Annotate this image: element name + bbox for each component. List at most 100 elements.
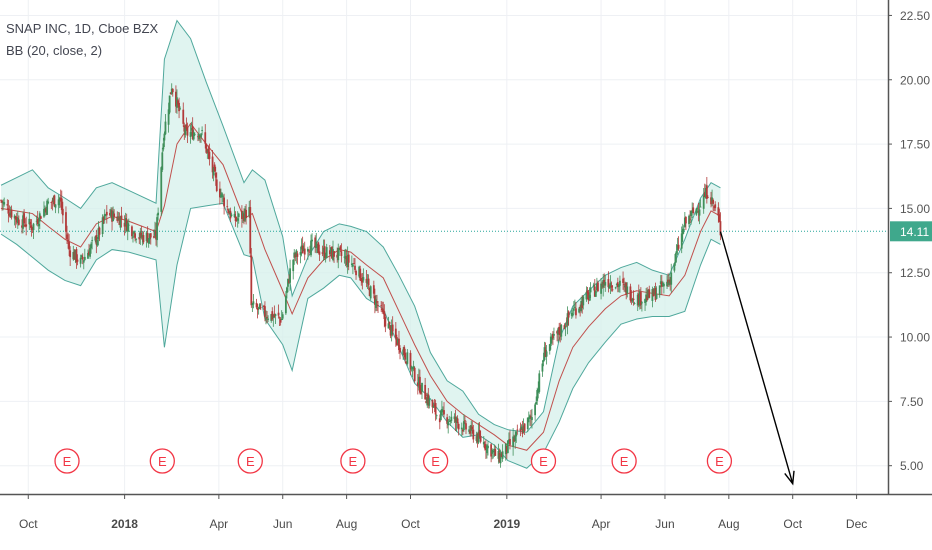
candle-body bbox=[659, 281, 662, 285]
candle-body bbox=[28, 218, 31, 225]
earnings-marker: E bbox=[530, 448, 557, 474]
candle-body bbox=[553, 334, 555, 336]
candle-body bbox=[281, 314, 284, 319]
candle-body bbox=[453, 416, 456, 420]
y-tick-label: 7.50 bbox=[900, 395, 924, 409]
candle-body bbox=[410, 366, 413, 369]
candle-body bbox=[23, 213, 25, 224]
candle-body bbox=[483, 444, 486, 449]
candle-body bbox=[294, 254, 297, 258]
candle-body bbox=[695, 208, 698, 215]
candle-body bbox=[306, 248, 309, 252]
candle-body bbox=[655, 293, 658, 299]
earnings-marker: E bbox=[611, 448, 637, 474]
candle-body bbox=[21, 225, 23, 228]
candle-body bbox=[527, 417, 530, 419]
y-tick-label: 15.00 bbox=[900, 202, 930, 216]
candle-body bbox=[526, 417, 529, 430]
candle-body bbox=[572, 308, 575, 311]
candle-body bbox=[346, 254, 349, 267]
candle-body bbox=[0, 200, 2, 202]
candle-body bbox=[222, 196, 224, 198]
candle-body bbox=[673, 263, 676, 271]
candle-body bbox=[681, 228, 684, 235]
candle-body bbox=[310, 240, 312, 256]
candle-body bbox=[147, 238, 150, 244]
candle-body bbox=[486, 445, 488, 454]
symbol-title[interactable]: SNAP INC, 1D, Cboe BZX bbox=[6, 21, 159, 36]
candle-body bbox=[67, 239, 69, 242]
candle-body bbox=[594, 291, 597, 297]
candle-body bbox=[157, 212, 160, 216]
candle-body bbox=[198, 133, 200, 140]
candle-body bbox=[512, 436, 515, 447]
candle-body bbox=[567, 311, 570, 318]
candle-body bbox=[80, 255, 83, 258]
candle-body bbox=[94, 236, 97, 241]
candle-body bbox=[301, 245, 304, 254]
candle-body bbox=[16, 217, 19, 224]
candle-body bbox=[264, 306, 266, 317]
candle-body bbox=[578, 308, 580, 313]
candle-body bbox=[103, 214, 106, 219]
candle-body bbox=[646, 296, 649, 301]
candle-body bbox=[131, 226, 133, 237]
candle-body bbox=[89, 248, 91, 257]
candle-body bbox=[368, 288, 371, 296]
candle-body bbox=[227, 209, 230, 213]
candle-body bbox=[125, 219, 128, 231]
candle-body bbox=[626, 286, 629, 294]
candle-body bbox=[711, 197, 713, 202]
candle-body bbox=[204, 132, 207, 144]
candle-body bbox=[279, 319, 282, 323]
indicator-label[interactable]: BB (20, close, 2) bbox=[6, 43, 103, 58]
candle-body bbox=[713, 206, 716, 208]
candle-body bbox=[206, 150, 209, 152]
candle-body bbox=[162, 143, 165, 150]
candle-body bbox=[83, 256, 86, 260]
candle-body bbox=[614, 287, 617, 289]
candle-body bbox=[600, 283, 602, 294]
candle-body bbox=[570, 312, 573, 316]
candle-body bbox=[156, 217, 158, 241]
candle-body bbox=[450, 416, 453, 422]
candle-body bbox=[411, 367, 414, 370]
candle-body bbox=[403, 346, 406, 356]
candle-body bbox=[10, 209, 13, 218]
candle-body bbox=[625, 282, 628, 295]
candle-body bbox=[179, 108, 182, 110]
x-tick-label: Apr bbox=[210, 517, 229, 531]
candle-body bbox=[565, 325, 568, 327]
candle-body bbox=[405, 361, 408, 364]
candle-body bbox=[412, 365, 415, 370]
candle-body bbox=[191, 126, 194, 140]
last-price-tag: 14.11 bbox=[890, 221, 932, 242]
candle-body bbox=[333, 251, 335, 257]
candle-body bbox=[394, 328, 397, 339]
candle-body bbox=[236, 218, 239, 221]
candle-body bbox=[658, 285, 661, 296]
candle-body bbox=[582, 296, 585, 306]
candle-body bbox=[228, 213, 231, 215]
candle-body bbox=[37, 223, 40, 227]
candle-body bbox=[134, 233, 136, 239]
candle-body bbox=[442, 410, 444, 413]
candle-body bbox=[648, 289, 651, 298]
candle-body bbox=[545, 351, 548, 357]
candle-body bbox=[387, 323, 390, 329]
candle-body bbox=[610, 285, 613, 288]
candle-body bbox=[340, 251, 343, 257]
candle-body bbox=[619, 280, 621, 286]
candle-body bbox=[654, 287, 657, 300]
candle-body bbox=[322, 247, 325, 253]
candle-body bbox=[637, 293, 640, 305]
candle-body bbox=[434, 403, 437, 415]
candle-body bbox=[559, 331, 562, 336]
candle-body bbox=[519, 428, 522, 432]
candle-body bbox=[652, 289, 655, 297]
candle-body bbox=[336, 254, 339, 258]
earnings-marker-label: E bbox=[715, 454, 724, 469]
candle-body bbox=[235, 218, 238, 221]
candle-body bbox=[427, 394, 430, 405]
